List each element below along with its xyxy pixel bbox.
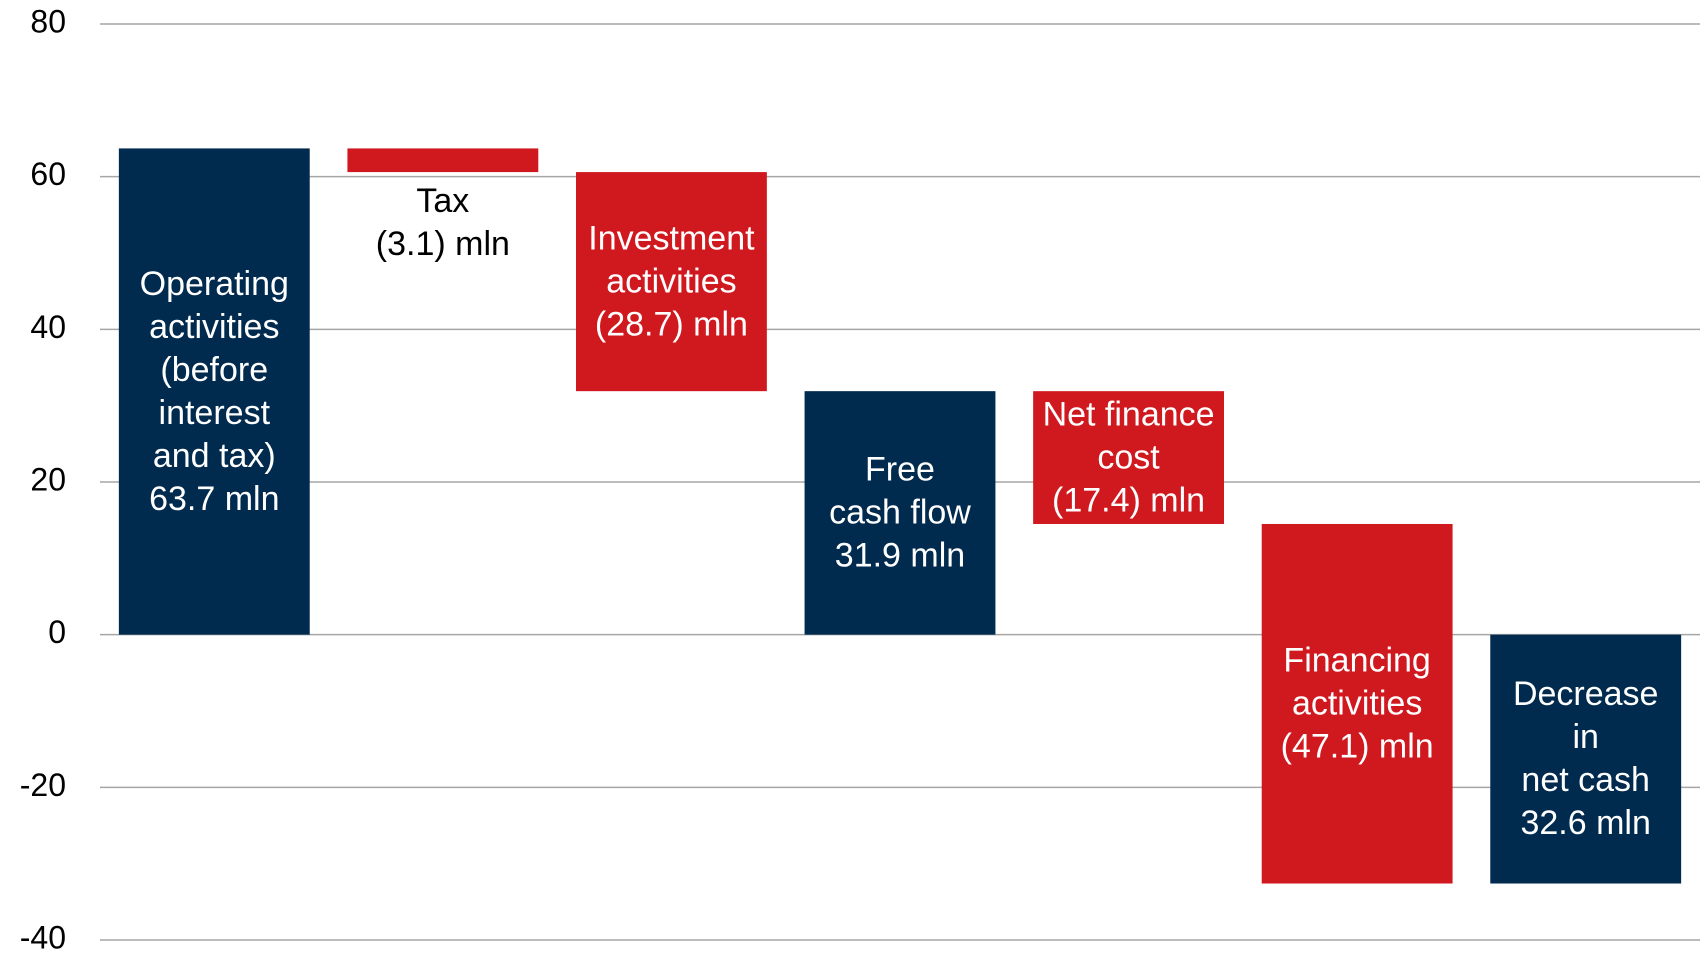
value-label: 31.9 mln (834, 536, 966, 575)
bar (1261, 523, 1453, 884)
y-tick-label: 0 (48, 614, 66, 650)
y-tick-label: 80 (30, 3, 66, 39)
value-label: (47.1) mln (1280, 727, 1434, 766)
y-tick-label: 20 (30, 461, 66, 497)
bar-label: Free cash flow 31.9 mln (829, 448, 971, 577)
bar-label: Decrease in net cash 32.6 mln (1513, 673, 1659, 845)
y-tick-label: -20 (20, 767, 66, 803)
category-label: Free cash flow (829, 450, 971, 532)
bar (1033, 391, 1224, 524)
bar-label: Net finance cost (17.4) mln (1043, 393, 1215, 522)
bar (347, 148, 539, 173)
bar-label: Tax (3.1) mln (376, 180, 510, 266)
bar (1490, 634, 1682, 884)
category-label: Tax (416, 182, 470, 221)
value-label: (17.4) mln (1052, 481, 1206, 520)
bar (576, 172, 767, 392)
category-label: Net finance cost (1042, 395, 1215, 477)
category-label: Financing activities (1283, 641, 1431, 723)
y-tick-label: 40 (30, 309, 66, 345)
bar (804, 391, 996, 635)
y-tick-label: -40 (20, 919, 66, 955)
bar (118, 148, 310, 635)
category-label: Decrease in net cash (1512, 675, 1659, 800)
value-label: (3.1) mln (375, 225, 510, 264)
value-label: (28.7) mln (594, 305, 748, 344)
bar-label: Financing activities (47.1) mln (1281, 639, 1434, 768)
category-label: Operating activities (before interest an… (139, 264, 289, 475)
bar-label: Operating activities (before interest an… (140, 263, 289, 521)
bar-label: Investment activities (28.7) mln (588, 217, 754, 346)
y-tick-label: 60 (30, 156, 66, 192)
category-label: Investment activities (588, 219, 755, 301)
value-label: 32.6 mln (1520, 804, 1651, 843)
value-label: 63.7 mln (149, 479, 280, 518)
